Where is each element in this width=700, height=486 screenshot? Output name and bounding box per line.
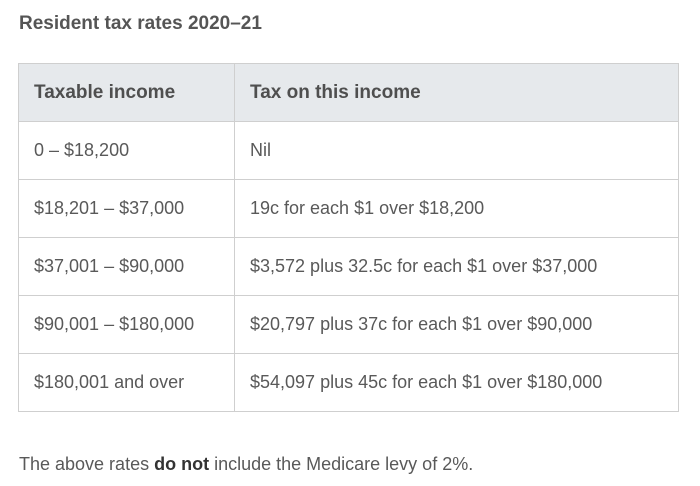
- table-title: Resident tax rates 2020–21: [19, 13, 262, 34]
- income-range-cell: $90,001 – $180,000: [18, 295, 235, 354]
- tax-amount-cell: 19c for each $1 over $18,200: [234, 179, 679, 238]
- table-header-row: Taxable income Tax on this income: [18, 63, 679, 122]
- table-row: $37,001 – $90,000 $3,572 plus 32.5c for …: [18, 237, 679, 296]
- tax-amount-cell: $20,797 plus 37c for each $1 over $90,00…: [234, 295, 679, 354]
- table-row: 0 – $18,200 Nil: [18, 121, 679, 180]
- note-text-after: include the Medicare levy of 2%.: [209, 454, 474, 474]
- column-header-taxable-income: Taxable income: [18, 63, 235, 122]
- medicare-levy-note: The above rates do not include the Medic…: [19, 452, 473, 476]
- table-row: $90,001 – $180,000 $20,797 plus 37c for …: [18, 295, 679, 354]
- income-range-cell: $18,201 – $37,000: [18, 179, 235, 238]
- tax-amount-cell: $3,572 plus 32.5c for each $1 over $37,0…: [234, 237, 679, 296]
- note-emphasis: do not: [154, 454, 210, 474]
- tax-rates-table: Taxable income Tax on this income 0 – $1…: [18, 63, 679, 412]
- note-text-before: The above rates: [19, 454, 155, 474]
- table-row: $180,001 and over $54,097 plus 45c for e…: [18, 353, 679, 412]
- column-header-tax-on-income: Tax on this income: [234, 63, 679, 122]
- income-range-cell: 0 – $18,200: [18, 121, 235, 180]
- income-range-cell: $180,001 and over: [18, 353, 235, 412]
- tax-amount-cell: $54,097 plus 45c for each $1 over $180,0…: [234, 353, 679, 412]
- table-row: $18,201 – $37,000 19c for each $1 over $…: [18, 179, 679, 238]
- income-range-cell: $37,001 – $90,000: [18, 237, 235, 296]
- tax-amount-cell: Nil: [234, 121, 679, 180]
